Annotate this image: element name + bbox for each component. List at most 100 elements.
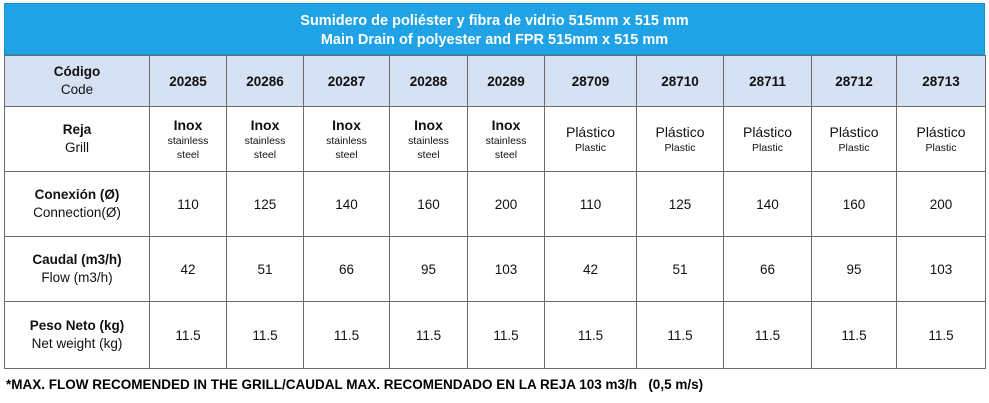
connection-cell: 110	[149, 171, 227, 237]
note-speed: (0,5 m/s)	[648, 377, 704, 392]
grill-material: Plástico	[742, 123, 793, 140]
grill-material-en-2: steel	[335, 148, 358, 161]
grill-cell: Inox stainless steel	[303, 106, 390, 172]
grill-material: Inox	[173, 116, 203, 133]
row-weight: Peso Neto (kg) Net weight (kg) 11.5 11.5 1…	[4, 301, 986, 369]
spec-table: Código Code 20285 20286 20287 20288 20289 287…	[4, 55, 986, 369]
label-es: Peso Neto (kg)	[29, 318, 125, 333]
grill-material: Plástico	[829, 123, 879, 140]
grill-material-en: Plastic	[925, 141, 957, 154]
grill-material: Inox	[414, 116, 443, 133]
grill-cell: Inox stainless steel	[467, 106, 545, 172]
flow-cell: 42	[544, 236, 637, 302]
grill-cell: Inox stainless steel	[389, 106, 468, 172]
grill-material-en-2: steel	[253, 148, 277, 161]
flow-cell: 95	[811, 236, 897, 302]
connection-cell: 110	[544, 171, 637, 237]
label-es: Código	[53, 64, 101, 79]
grill-material-en: stainless	[408, 134, 449, 147]
connection-cell: 125	[226, 171, 304, 237]
code-cell: 20288	[389, 55, 468, 107]
label-en: Connection(Ø)	[33, 205, 121, 220]
grill-cell: Plástico Plastic	[723, 106, 812, 172]
grill-cell: Plástico Plastic	[896, 106, 986, 172]
grill-cell: Plástico Plastic	[811, 106, 897, 172]
grill-material-en: stainless	[326, 134, 367, 147]
drain-spec-table-block: Sumidero de poliéster y fibra de vidrio …	[4, 3, 986, 369]
label-es: Conexión (Ø)	[34, 187, 120, 202]
grill-material: Plástico	[565, 123, 616, 140]
weight-cell: 11.5	[544, 301, 637, 369]
flow-cell: 51	[226, 236, 304, 302]
connection-cell: 200	[896, 171, 986, 237]
grill-cell: Inox stainless steel	[226, 106, 304, 172]
connection-cell: 160	[811, 171, 897, 237]
row-connection: Conexión (Ø) Connection(Ø) 110 125 140 160 2…	[4, 171, 986, 237]
table-title: Sumidero de poliéster y fibra de vidrio …	[4, 3, 985, 55]
weight-cell: 11.5	[149, 301, 227, 369]
code-cell: 28711	[723, 55, 812, 107]
flow-cell: 103	[896, 236, 986, 302]
grill-material-en: stainless	[167, 134, 209, 147]
code-cell: 20286	[226, 55, 304, 107]
row-label-connection: Conexión (Ø) Connection(Ø)	[4, 171, 150, 237]
connection-cell: 125	[636, 171, 724, 237]
weight-cell: 11.5	[636, 301, 724, 369]
row-label-weight: Peso Neto (kg) Net weight (kg)	[4, 301, 150, 369]
weight-cell: 11.5	[896, 301, 986, 369]
max-flow-note: *MAX. FLOW RECOMENDED IN THE GRILL/CAUDA…	[6, 377, 981, 392]
grill-material-en: Plastic	[664, 141, 696, 154]
row-label-flow: Caudal (m3/h) Flow (m3/h)	[4, 236, 150, 302]
weight-cell: 11.5	[723, 301, 812, 369]
grill-material: Inox	[491, 116, 521, 133]
code-cell: 28713	[896, 55, 986, 107]
grill-material-en-2: steel	[494, 148, 518, 161]
label-es: Caudal (m3/h)	[32, 252, 122, 267]
row-label-code: Código Code	[4, 55, 150, 107]
connection-cell: 140	[723, 171, 812, 237]
label-en: Grill	[65, 140, 89, 155]
title-spanish: Sumidero de poliéster y fibra de vidrio …	[300, 13, 689, 29]
weight-cell: 11.5	[811, 301, 897, 369]
note-text: *MAX. FLOW RECOMENDED IN THE GRILL/CAUDA…	[6, 377, 638, 392]
code-cell: 28709	[544, 55, 637, 107]
weight-cell: 11.5	[226, 301, 304, 369]
grill-material-en-2: steel	[176, 148, 200, 161]
label-en: Flow (m3/h)	[41, 270, 113, 285]
grill-material-en: Plastic	[752, 141, 783, 154]
code-cell: 20287	[303, 55, 390, 107]
grill-cell: Plástico Plastic	[636, 106, 724, 172]
code-cell: 20285	[149, 55, 227, 107]
code-cell: 28712	[811, 55, 897, 107]
weight-cell: 11.5	[389, 301, 468, 369]
flow-cell: 66	[723, 236, 812, 302]
grill-material-en: Plastic	[838, 141, 870, 154]
grill-cell: Inox stainless steel	[149, 106, 227, 172]
weight-cell: 11.5	[303, 301, 390, 369]
connection-cell: 200	[467, 171, 545, 237]
code-cell: 20289	[467, 55, 545, 107]
flow-cell: 66	[303, 236, 390, 302]
row-grill: Reja Grill Inox stainless steel Inox stainle…	[4, 106, 986, 172]
grill-material-en: stainless	[244, 134, 286, 147]
label-en: Net weight (kg)	[31, 336, 123, 351]
grill-material-en: Plastic	[575, 141, 606, 154]
grill-material: Plástico	[655, 123, 705, 140]
grill-material: Inox	[250, 116, 280, 133]
title-english: Main Drain of polyester and FPR 515mm x …	[320, 32, 669, 48]
grill-material-en-2: steel	[417, 148, 440, 161]
flow-cell: 103	[467, 236, 545, 302]
grill-material: Plástico	[916, 123, 966, 140]
flow-cell: 95	[389, 236, 468, 302]
weight-cell: 11.5	[467, 301, 545, 369]
row-code: Código Code 20285 20286 20287 20288 20289 287…	[4, 55, 986, 107]
row-flow: Caudal (m3/h) Flow (m3/h) 42 51 66 95 103 42 5…	[4, 236, 986, 302]
flow-cell: 42	[149, 236, 227, 302]
label-en: Code	[60, 82, 94, 97]
grill-material-en: stainless	[485, 134, 527, 147]
grill-cell: Plástico Plastic	[544, 106, 637, 172]
code-cell: 28710	[636, 55, 724, 107]
connection-cell: 160	[389, 171, 468, 237]
row-label-grill: Reja Grill	[4, 106, 150, 172]
grill-material: Inox	[332, 116, 361, 133]
